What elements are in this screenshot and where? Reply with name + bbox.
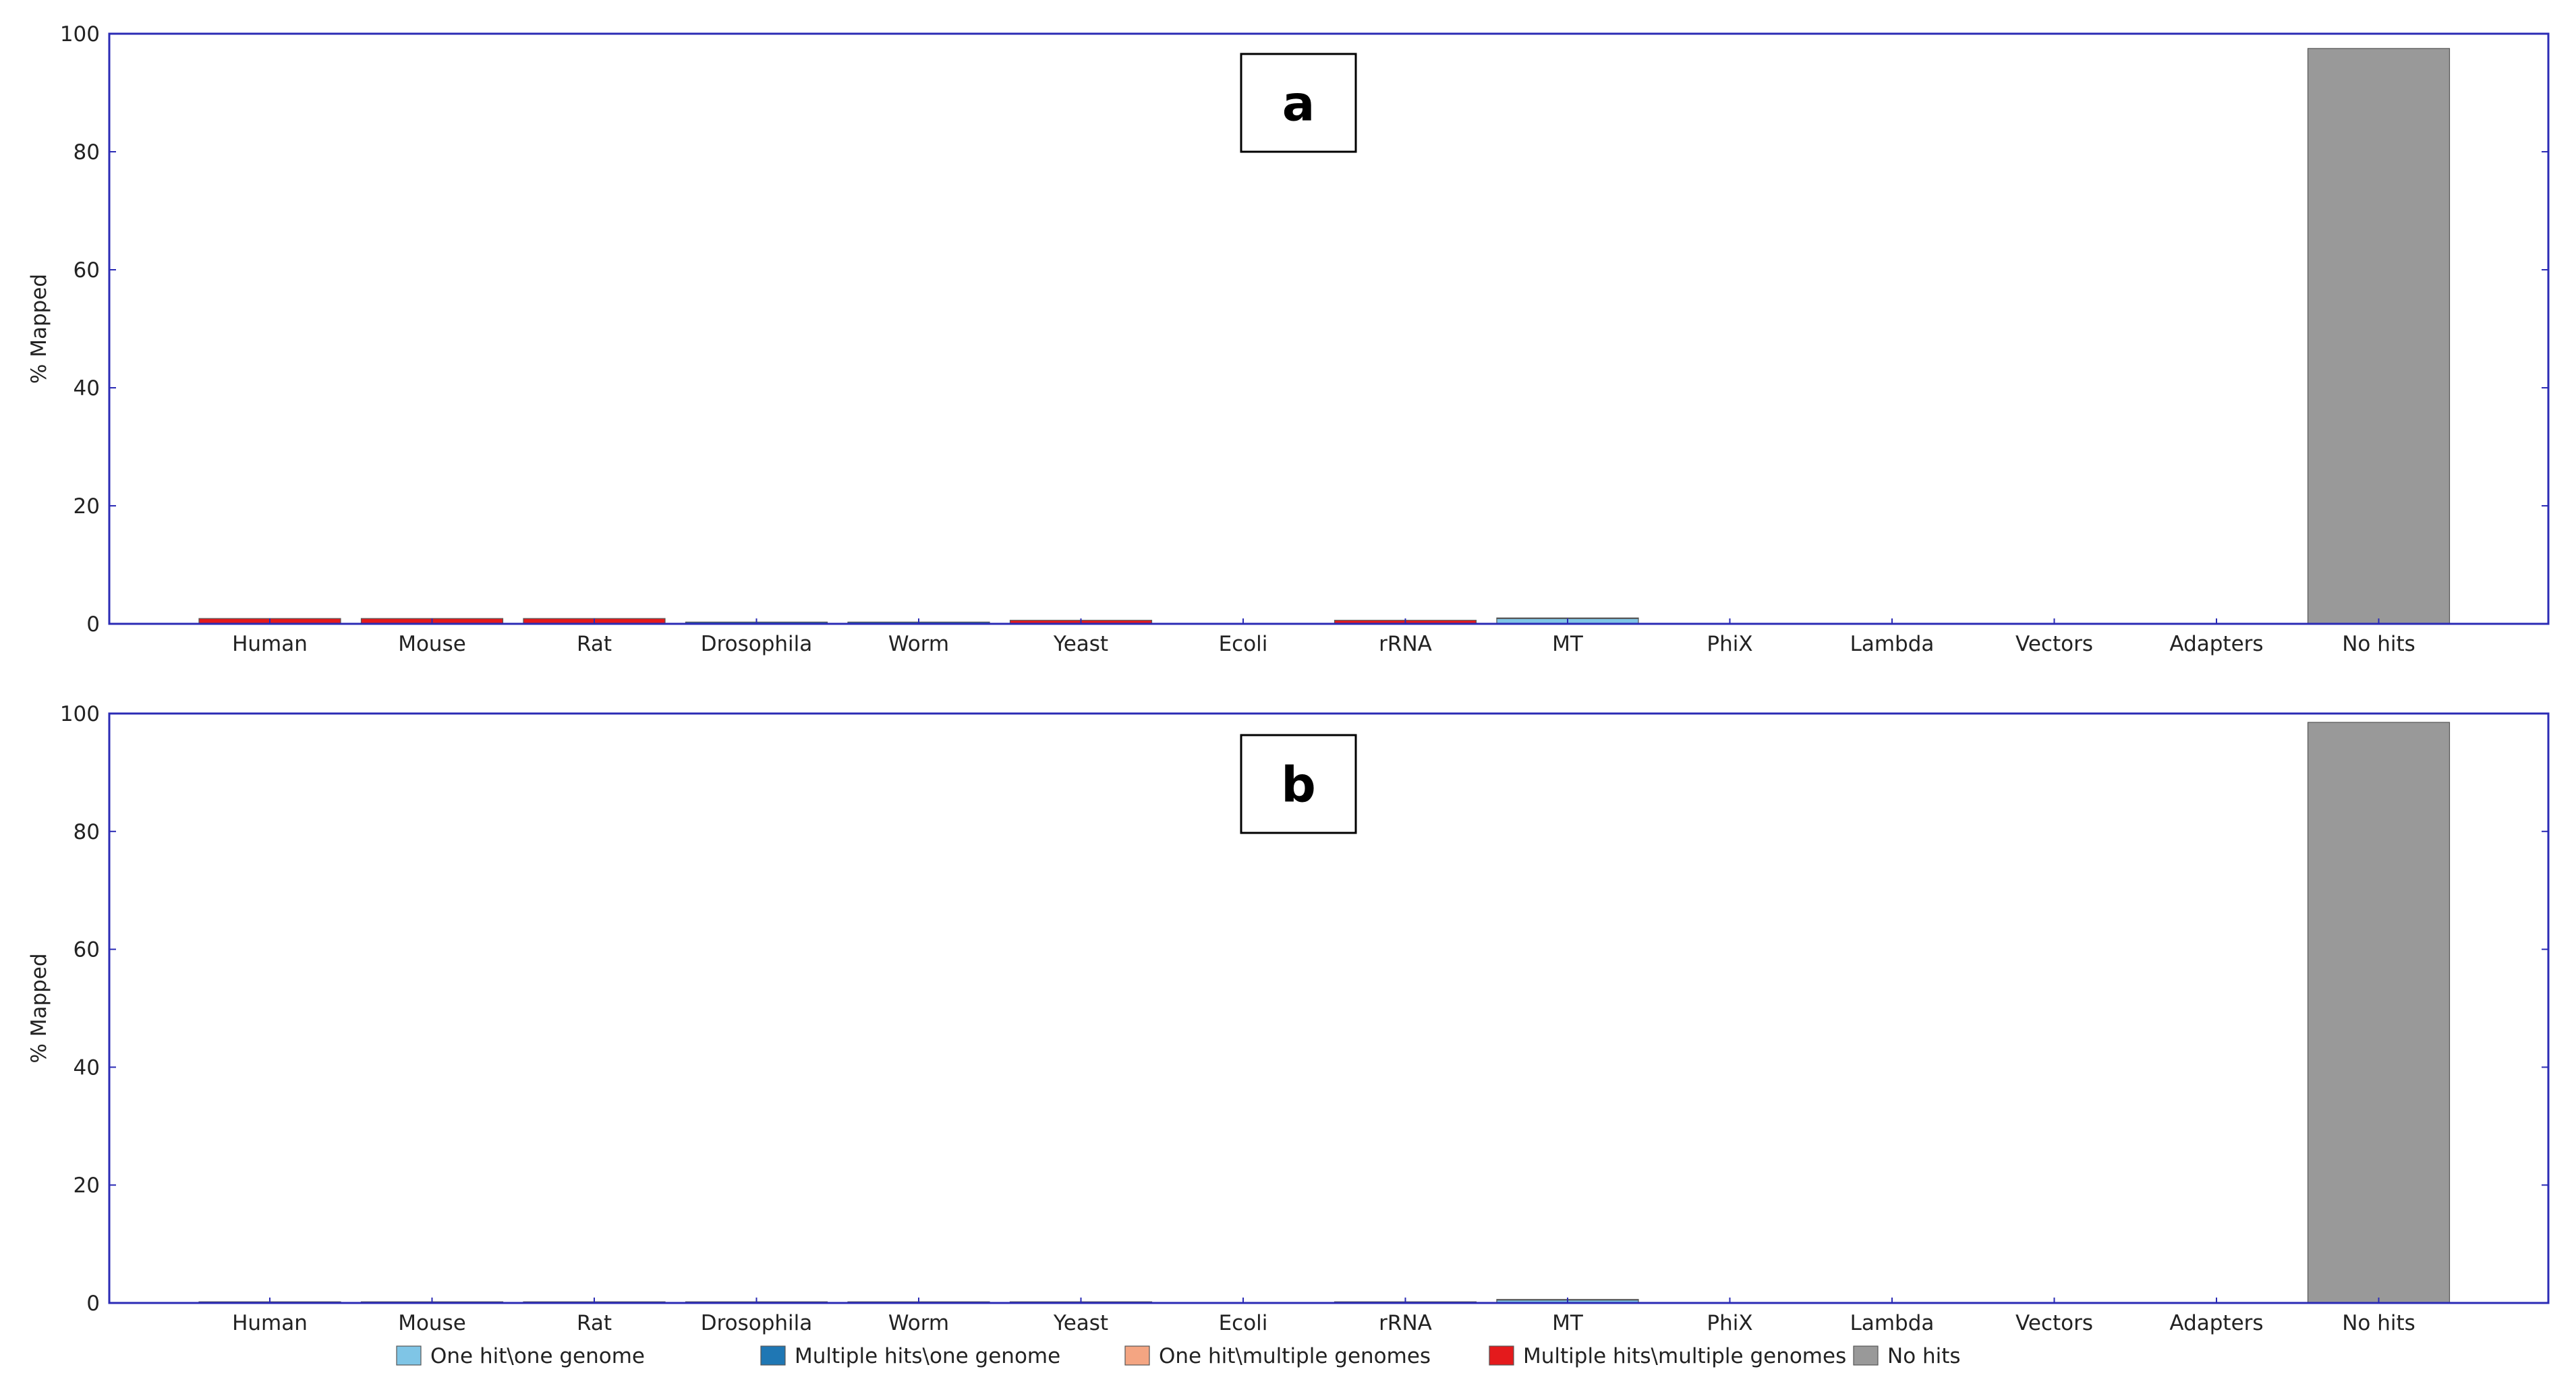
x-tick-label: MT: [1552, 632, 1584, 656]
bar-b-13-4: [2307, 722, 2451, 1304]
x-tick-label: rRNA: [1379, 632, 1432, 656]
y-tick-label: 100: [60, 702, 100, 726]
x-tick-label: PhiX: [1707, 1311, 1752, 1335]
x-tick-label: Lambda: [1850, 632, 1935, 656]
x-tick-label: Adapters: [2169, 1311, 2263, 1335]
legend-swatch-4: [1853, 1345, 1879, 1366]
x-tick-label: Adapters: [2169, 632, 2263, 656]
chart-panel-b: Human Mouse Rat Drosophila Worm Yeast Ecoli rRN…: [27, 702, 2550, 1335]
legend-label: One hit\multiple genomes: [1159, 1344, 1431, 1368]
y-tick-label: 0: [86, 612, 100, 637]
legend-swatch-0: [396, 1345, 422, 1366]
legend-swatch-3: [1489, 1345, 1514, 1366]
x-tick-label: Drosophila: [701, 1311, 813, 1335]
panel-label-box-a: [1240, 53, 1357, 153]
x-tick-label: Vectors: [2015, 1311, 2093, 1335]
x-tick-label: Lambda: [1850, 1311, 1935, 1335]
y-tick-label: 0: [86, 1291, 100, 1316]
x-tick-label: No hits: [2342, 632, 2415, 656]
x-tick-label: Human: [232, 1311, 308, 1335]
x-tick-label: No hits: [2342, 1311, 2415, 1335]
y-tick-label: 60: [74, 258, 100, 283]
x-tick-label: rRNA: [1379, 1311, 1432, 1335]
chart-panel-a: Human Mouse Rat Drosophila Worm Yeast Ecoli rRN…: [27, 22, 2550, 656]
y-tick-label: 60: [74, 938, 100, 962]
legend-label: Multiple hits\one genome: [795, 1344, 1060, 1368]
legend-label: One hit\one genome: [430, 1344, 645, 1368]
y-tick-label: 40: [74, 376, 100, 401]
x-tick-label: Rat: [577, 1311, 612, 1335]
legend-label: Multiple hits\multiple genomes: [1523, 1344, 1846, 1368]
x-tick-label: Vectors: [2015, 632, 2093, 656]
x-tick-label: Mouse: [398, 632, 466, 656]
y-tick-label: 20: [74, 494, 100, 519]
panel-label: b: [1281, 757, 1316, 813]
x-tick-label: Drosophila: [701, 632, 813, 656]
y-tick-label: 80: [74, 140, 100, 165]
legend-swatch-2: [1124, 1345, 1150, 1366]
bar-a-13-4: [2307, 48, 2451, 625]
legend-label: No hits: [1887, 1344, 1961, 1368]
x-tick-label: Ecoli: [1219, 1311, 1268, 1335]
plot-frame-b: [108, 712, 2550, 1304]
x-tick-label: Yeast: [1053, 632, 1108, 656]
x-tick-label: Worm: [888, 632, 949, 656]
x-tick-label: Human: [232, 632, 308, 656]
plot-frame-a: [108, 32, 2550, 625]
x-tick-label: MT: [1552, 1311, 1584, 1335]
y-axis-label: % Mapped: [27, 274, 51, 384]
x-tick-label: Worm: [888, 1311, 949, 1335]
y-tick-label: 40: [74, 1055, 100, 1080]
x-tick-label: PhiX: [1707, 632, 1752, 656]
legend-swatch-1: [760, 1345, 786, 1366]
panel-label-box-b: [1240, 734, 1357, 834]
y-tick-label: 80: [74, 820, 100, 844]
x-tick-label: Mouse: [398, 1311, 466, 1335]
x-tick-label: Yeast: [1053, 1311, 1108, 1335]
y-tick-label: 100: [60, 22, 100, 47]
x-tick-label: Ecoli: [1219, 632, 1268, 656]
x-tick-label: Rat: [577, 632, 612, 656]
y-axis-label: % Mapped: [27, 953, 51, 1063]
y-tick-label: 20: [74, 1173, 100, 1198]
legend: One hit\one genome Multiple hits\one geno…: [396, 1344, 1961, 1368]
panel-label: a: [1282, 76, 1315, 132]
